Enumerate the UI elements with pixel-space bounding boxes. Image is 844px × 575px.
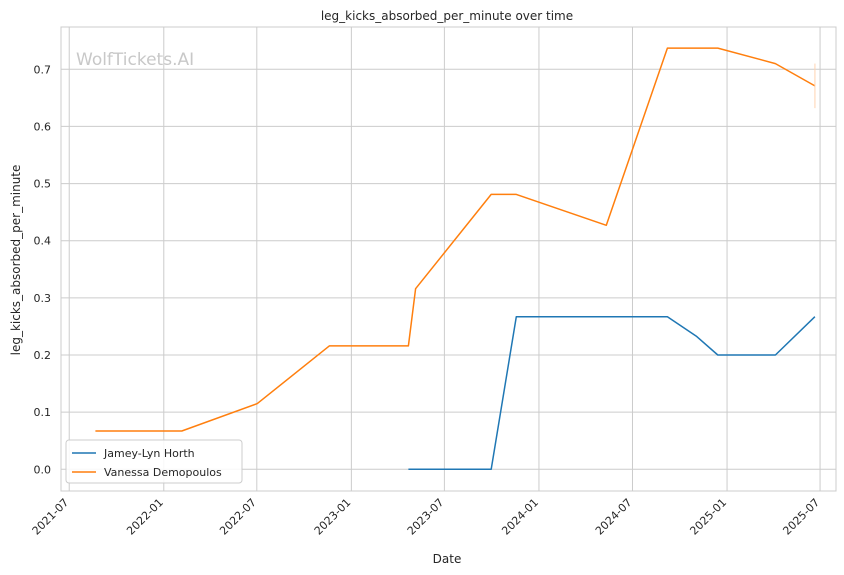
grid xyxy=(61,27,836,491)
y-tick-label: 0.6 xyxy=(34,120,52,133)
x-axis-title: Date xyxy=(433,552,462,566)
legend-label-vanessa-demopoulos: Vanessa Demopoulos xyxy=(104,466,222,479)
watermark: WolfTickets.AI xyxy=(76,50,194,70)
x-tick-label: 2025-07 xyxy=(780,496,822,538)
chart-title: leg_kicks_absorbed_per_minute over time xyxy=(321,9,573,23)
legend-label-jamey-lyn-horth: Jamey-Lyn Horth xyxy=(103,447,195,460)
x-tick-label: 2023-07 xyxy=(405,496,447,538)
legend-box xyxy=(65,439,243,484)
x-tick-label: 2025-01 xyxy=(687,496,729,538)
x-tick-label: 2022-07 xyxy=(217,496,259,538)
plot-frame xyxy=(60,26,837,492)
legend: Jamey-Lyn Horth Vanessa Demopoulos xyxy=(65,439,243,484)
x-tick-label: 2023-01 xyxy=(312,496,354,538)
y-tick-label: 0.3 xyxy=(34,292,52,305)
y-axis-title: leg_kicks_absorbed_per_minute xyxy=(9,165,23,356)
x-tick-label: 2021-07 xyxy=(30,496,72,538)
y-tick-label: 0.2 xyxy=(34,349,52,362)
x-axis-ticks: 2021-07 2022-01 2022-07 2023-01 2023-07 2024-… xyxy=(30,496,823,538)
y-tick-label: 0.5 xyxy=(34,178,52,191)
series-line-jamey-lyn-horth xyxy=(408,315,816,471)
series-line-vanessa-demopoulos xyxy=(95,47,816,432)
y-axis-ticks: 0.0 0.1 0.2 0.3 0.4 0.5 0.6 0.7 xyxy=(34,63,52,476)
y-tick-label: 0.0 xyxy=(34,463,52,476)
x-tick-label: 2022-01 xyxy=(124,496,166,538)
x-tick-label: 2024-07 xyxy=(593,496,635,538)
x-tick-label: 2024-01 xyxy=(499,496,541,538)
y-tick-label: 0.4 xyxy=(34,235,52,248)
y-tick-label: 0.1 xyxy=(34,406,52,419)
y-tick-label: 0.7 xyxy=(34,63,52,76)
series-group xyxy=(95,47,816,471)
